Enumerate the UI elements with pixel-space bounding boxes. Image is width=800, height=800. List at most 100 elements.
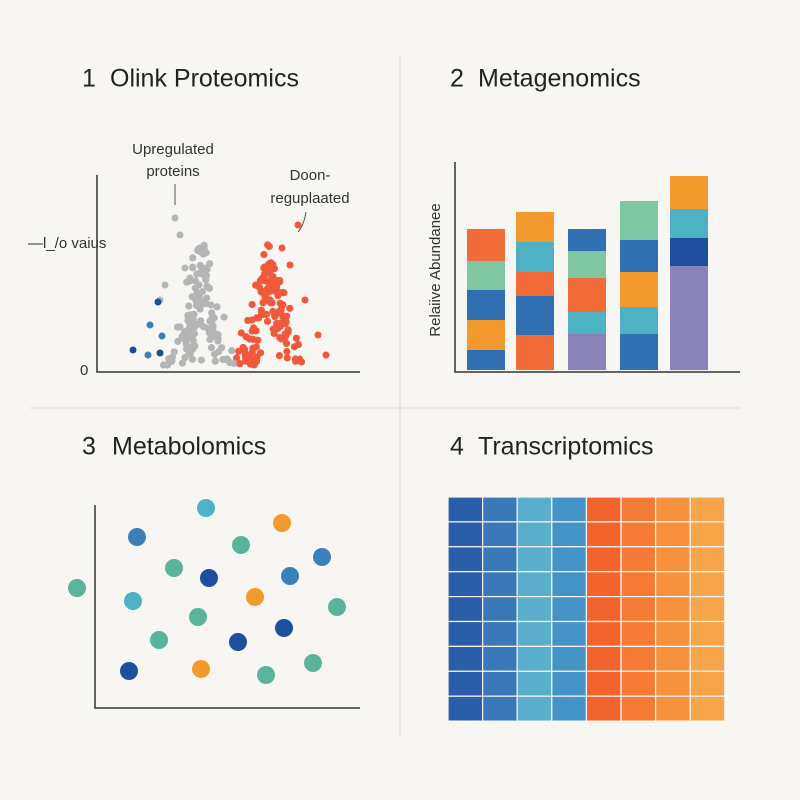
volcano-dot xyxy=(267,299,275,307)
heat-cell xyxy=(654,620,691,647)
panel-number: 4 xyxy=(450,433,464,461)
volcano-dot xyxy=(294,221,302,229)
volcano-dot xyxy=(226,358,234,367)
heat-cell xyxy=(620,695,657,722)
bar-segment xyxy=(620,307,658,334)
heat-cell xyxy=(551,496,587,523)
bar-segment xyxy=(516,335,554,370)
volcano-dot xyxy=(278,244,286,252)
volcano-dot xyxy=(248,327,256,335)
bar-segment xyxy=(467,261,505,290)
volcano-dot xyxy=(260,250,268,259)
volcano-dot xyxy=(264,241,272,249)
volcano-dot xyxy=(252,343,260,351)
volcano-dot xyxy=(215,348,223,356)
volcano-dot xyxy=(178,333,186,341)
volcano-dot xyxy=(188,355,197,363)
heat-cell xyxy=(447,595,484,623)
volcano-dot xyxy=(220,313,228,321)
heat-cell xyxy=(482,695,518,722)
volcano-dot xyxy=(286,261,294,269)
heat-cell xyxy=(516,521,553,548)
bar-segment xyxy=(516,272,554,296)
volcano-dot xyxy=(214,331,222,339)
panel-title: Metagenomics xyxy=(478,65,641,93)
volcano-dot xyxy=(254,336,262,344)
panel-title: Metabolomics xyxy=(112,433,266,461)
volcano-dot xyxy=(196,305,204,313)
volcano-dot xyxy=(129,346,137,354)
volcano-dot xyxy=(282,331,290,339)
volcano-dot xyxy=(181,264,189,272)
volcano-dot xyxy=(196,300,205,308)
heat-cell xyxy=(447,521,484,548)
axis xyxy=(94,505,360,709)
heat-cell xyxy=(689,695,726,722)
heat-cell xyxy=(447,496,484,523)
volcano-dot xyxy=(275,351,284,360)
volcano-dot xyxy=(248,316,256,324)
bar-segment xyxy=(516,296,554,335)
volcano-dot xyxy=(202,294,211,302)
volcano-dot xyxy=(185,350,193,358)
heat-cell xyxy=(551,695,587,722)
heat-cell xyxy=(516,695,553,722)
panel-number: 3 xyxy=(82,433,96,461)
volcano-dot xyxy=(246,358,254,366)
volcano-dot xyxy=(178,359,187,367)
heat-cell xyxy=(482,546,518,573)
volcano-dot xyxy=(283,354,291,362)
heat-cell xyxy=(447,670,484,697)
heat-cell xyxy=(516,620,553,647)
volcano-dot xyxy=(197,356,205,364)
bar-segment xyxy=(467,320,505,350)
heat-cell xyxy=(551,645,587,672)
heat-cell xyxy=(620,546,657,573)
heat-cell xyxy=(620,496,657,523)
volcano-dot xyxy=(158,332,166,340)
heat-cell xyxy=(516,670,553,697)
scatter-dot xyxy=(192,660,210,678)
bar-segment xyxy=(467,290,505,320)
volcano-dot xyxy=(262,310,270,318)
heat-cell xyxy=(585,695,622,722)
scatter-dot xyxy=(281,567,299,585)
heat-cell xyxy=(654,595,691,623)
volcano-dot xyxy=(236,360,244,368)
heat-cell xyxy=(620,571,657,598)
volcano-dot xyxy=(185,324,193,333)
heat-cell xyxy=(654,496,691,523)
volcano-dot xyxy=(257,306,265,314)
bar-segment xyxy=(568,312,606,334)
heat-cell xyxy=(620,645,657,672)
heat-cell xyxy=(482,645,518,672)
volcano-dot xyxy=(267,271,275,279)
scatter-dot xyxy=(68,579,86,597)
volcano-dot xyxy=(186,274,194,282)
volcano-dot xyxy=(189,263,197,271)
panel-number: 1 xyxy=(82,65,96,93)
volcano-dot xyxy=(248,300,256,309)
bar-segment xyxy=(467,229,505,261)
bar-segment xyxy=(568,278,606,312)
heat-cell xyxy=(482,521,518,548)
volcano-dot xyxy=(269,307,277,315)
volcano-dot xyxy=(190,330,199,338)
bar-segment xyxy=(620,201,658,240)
annotation-line xyxy=(297,211,307,233)
volcano-dot xyxy=(185,302,193,310)
volcano-dot xyxy=(245,335,254,343)
heat-cell xyxy=(447,620,484,647)
bar-segment xyxy=(620,272,658,307)
axis xyxy=(454,162,740,373)
volcano-dot xyxy=(208,313,217,321)
volcano-dot xyxy=(165,355,173,363)
scatter-dot xyxy=(120,662,138,680)
heat-cell xyxy=(585,521,622,548)
annotation: Upregulated xyxy=(132,141,214,158)
volcano-dot xyxy=(198,288,207,296)
heat-cell xyxy=(585,645,622,672)
heat-cell xyxy=(551,521,587,548)
volcano-dot xyxy=(282,339,291,348)
volcano-dot xyxy=(264,284,272,292)
